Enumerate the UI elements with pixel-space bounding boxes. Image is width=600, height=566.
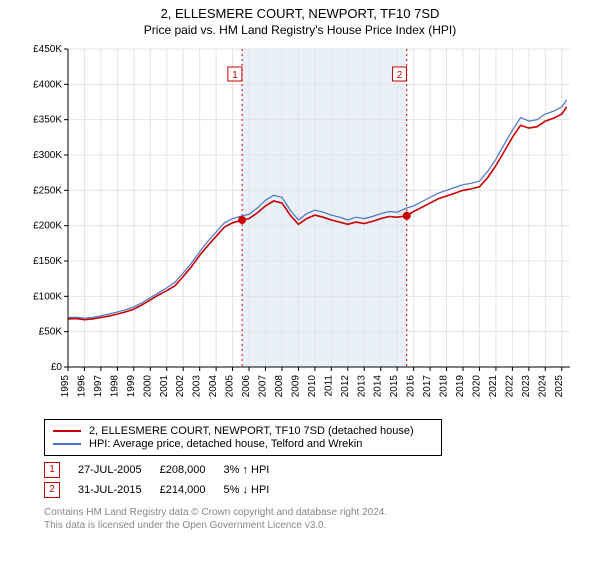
- svg-text:2020: 2020: [471, 375, 482, 398]
- svg-text:2007: 2007: [258, 375, 269, 398]
- sale-price: £208,000: [160, 460, 224, 480]
- svg-text:1998: 1998: [109, 375, 120, 398]
- svg-text:2008: 2008: [274, 375, 285, 398]
- footer-line-2: This data is licensed under the Open Gov…: [44, 519, 600, 532]
- svg-text:2024: 2024: [537, 375, 548, 398]
- svg-text:2001: 2001: [159, 375, 170, 398]
- legend-swatch-property: [53, 430, 81, 432]
- footer: Contains HM Land Registry data © Crown c…: [44, 506, 600, 532]
- svg-text:£0: £0: [51, 362, 63, 373]
- svg-text:2018: 2018: [439, 375, 450, 398]
- svg-text:2: 2: [397, 70, 403, 81]
- svg-text:2004: 2004: [208, 375, 219, 398]
- legend-label-hpi: HPI: Average price, detached house, Telf…: [89, 438, 362, 450]
- svg-text:2011: 2011: [323, 375, 334, 397]
- svg-text:2025: 2025: [554, 375, 565, 398]
- sale-number-box: 1: [44, 462, 60, 478]
- line-chart: 1 2 £0 £50K £100K £150K £200K £250K £300K £350K £4…: [20, 43, 580, 413]
- svg-text:1995: 1995: [60, 375, 71, 398]
- sale-date: 31-JUL-2015: [78, 480, 160, 500]
- sale-number-box: 2: [44, 482, 60, 498]
- legend-swatch-hpi: [53, 443, 81, 445]
- svg-text:£200K: £200K: [33, 221, 62, 232]
- svg-text:2009: 2009: [290, 375, 301, 398]
- svg-text:2016: 2016: [406, 375, 417, 398]
- svg-text:2010: 2010: [307, 375, 318, 398]
- svg-text:£400K: £400K: [33, 79, 62, 90]
- legend-label-property: 2, ELLESMERE COURT, NEWPORT, TF10 7SD (d…: [89, 425, 414, 437]
- title-subtitle: Price paid vs. HM Land Registry's House …: [0, 23, 600, 37]
- svg-text:£50K: £50K: [39, 327, 63, 338]
- legend-row-property: 2, ELLESMERE COURT, NEWPORT, TF10 7SD (d…: [53, 425, 433, 437]
- svg-text:£300K: £300K: [33, 150, 62, 161]
- svg-text:£450K: £450K: [33, 44, 62, 55]
- svg-text:£350K: £350K: [33, 115, 62, 126]
- sale-row: 2 31-JUL-2015£214,0005% ↓ HPI: [44, 480, 287, 500]
- footer-line-1: Contains HM Land Registry data © Crown c…: [44, 506, 600, 519]
- legend-row-hpi: HPI: Average price, detached house, Telf…: [53, 438, 433, 450]
- legend: 2, ELLESMERE COURT, NEWPORT, TF10 7SD (d…: [44, 419, 442, 456]
- svg-text:2022: 2022: [504, 375, 515, 398]
- sales-table: 1 27-JUL-2005£208,0003% ↑ HPI 2 31-JUL-2015…: [44, 460, 287, 500]
- sale-row: 1 27-JUL-2005£208,0003% ↑ HPI: [44, 460, 287, 480]
- svg-text:1999: 1999: [126, 375, 137, 398]
- svg-text:1: 1: [232, 70, 238, 81]
- svg-text:£100K: £100K: [33, 291, 62, 302]
- svg-text:2005: 2005: [225, 375, 236, 398]
- sale-date: 27-JUL-2005: [78, 460, 160, 480]
- svg-text:2023: 2023: [521, 375, 532, 398]
- svg-text:2017: 2017: [422, 375, 433, 398]
- svg-text:2019: 2019: [455, 375, 466, 398]
- sale-delta: 5% ↓ HPI: [223, 480, 287, 500]
- svg-text:£150K: £150K: [33, 256, 62, 267]
- svg-text:2003: 2003: [192, 375, 203, 398]
- svg-text:£250K: £250K: [33, 185, 62, 196]
- svg-text:2021: 2021: [488, 375, 499, 398]
- sale-price: £214,000: [160, 480, 224, 500]
- sale-delta: 3% ↑ HPI: [223, 460, 287, 480]
- svg-text:2012: 2012: [340, 375, 351, 398]
- svg-text:1997: 1997: [93, 375, 104, 398]
- svg-text:2000: 2000: [142, 375, 153, 398]
- title-address: 2, ELLESMERE COURT, NEWPORT, TF10 7SD: [0, 6, 600, 21]
- svg-text:2014: 2014: [373, 375, 384, 398]
- svg-text:2002: 2002: [175, 375, 186, 398]
- svg-text:2006: 2006: [241, 375, 252, 398]
- svg-text:2015: 2015: [389, 375, 400, 398]
- chart-area: 1 2 £0 £50K £100K £150K £200K £250K £300K £350K £4…: [20, 43, 580, 413]
- svg-text:1996: 1996: [76, 375, 87, 398]
- svg-text:2013: 2013: [356, 375, 367, 398]
